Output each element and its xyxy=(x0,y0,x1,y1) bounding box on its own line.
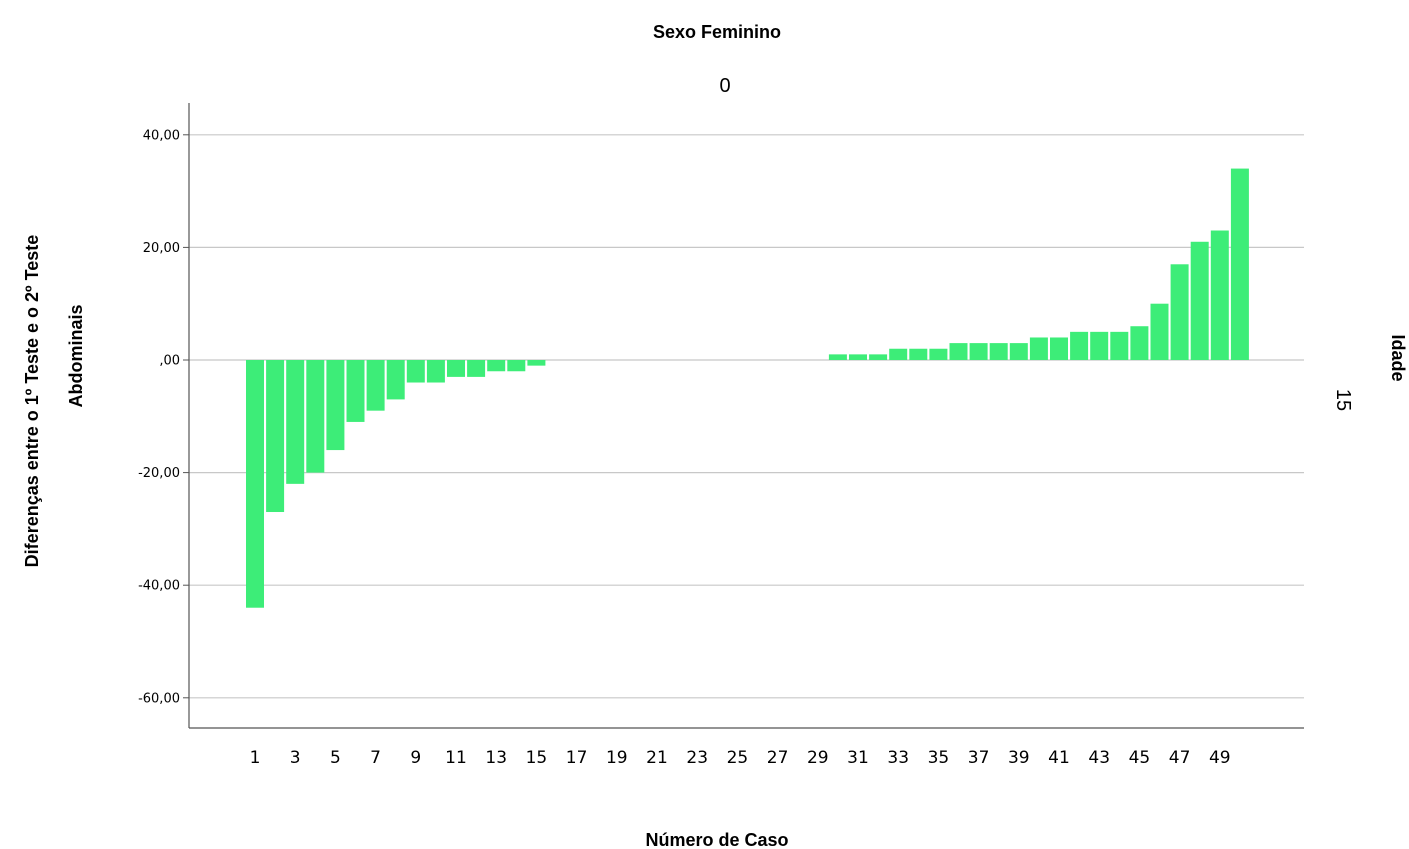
x-tick-label: 9 xyxy=(410,748,421,768)
x-tick-label: 43 xyxy=(1088,748,1110,768)
y-axis-label-line-2: Abdominais xyxy=(66,304,86,407)
x-tick-label: 25 xyxy=(727,748,749,768)
bar xyxy=(386,360,405,400)
x-tick-label: 45 xyxy=(1129,748,1151,768)
bar xyxy=(1150,303,1169,360)
bar xyxy=(1050,337,1068,360)
bar xyxy=(929,348,948,360)
y-tick-label: -20,00 xyxy=(138,466,180,481)
y-tick-label: ,00 xyxy=(159,354,180,369)
panel-right-value: 15 xyxy=(1332,389,1354,411)
y-axis: 40,00 20,00 ,00 -20,00 -40,00 -60,00 xyxy=(138,103,190,728)
bar xyxy=(1090,331,1109,360)
bar xyxy=(1029,337,1048,360)
bar xyxy=(1009,343,1028,360)
x-tick-label: 13 xyxy=(485,748,507,768)
bar xyxy=(467,360,486,377)
bar xyxy=(889,348,908,360)
x-tick-label: 35 xyxy=(928,748,950,768)
x-tick-label: 49 xyxy=(1209,748,1231,768)
bar xyxy=(1230,168,1249,360)
x-tick-label: 31 xyxy=(847,748,869,768)
bar xyxy=(487,360,506,372)
bar xyxy=(949,343,968,360)
y-tick-label: 40,00 xyxy=(143,128,180,143)
x-tick-label: 5 xyxy=(330,748,341,768)
x-tick-label: 7 xyxy=(370,748,381,768)
panel-top-label: 0 xyxy=(719,75,730,97)
bar xyxy=(406,360,425,383)
x-axis: 1 3 5 7 9 11 13 15 17 19 21 23 25 27 29 31 33 35 37 39 41 43 4… xyxy=(189,727,1304,768)
bar xyxy=(909,348,928,360)
bars xyxy=(246,168,1249,608)
bar xyxy=(426,360,445,383)
bar xyxy=(326,360,345,451)
bar xyxy=(246,360,264,608)
bar xyxy=(527,360,546,366)
y-tick-label: 20,00 xyxy=(143,241,180,256)
y-tick-label: -40,00 xyxy=(138,579,180,594)
bar xyxy=(969,343,988,360)
x-tick-label: 17 xyxy=(566,748,588,768)
bar xyxy=(849,354,867,360)
chart-title: Sexo Feminino xyxy=(653,22,781,42)
bar xyxy=(266,360,285,513)
bar xyxy=(989,343,1008,360)
bar xyxy=(869,354,888,360)
panel-right-title: Idade xyxy=(1388,334,1408,381)
x-tick-label: 47 xyxy=(1169,748,1191,768)
bar xyxy=(1110,331,1129,360)
x-tick-label: 3 xyxy=(290,748,301,768)
x-tick-label: 19 xyxy=(606,748,628,768)
x-tick-label: 29 xyxy=(807,748,829,768)
x-tick-label: 23 xyxy=(686,748,708,768)
bar xyxy=(507,360,526,372)
x-tick-label: 41 xyxy=(1048,748,1070,768)
bar xyxy=(1210,230,1229,360)
x-tick-label: 27 xyxy=(767,748,789,768)
bar xyxy=(306,360,325,473)
y-axis-label-line-1: Diferenças entre o 1º Teste e o 2º Teste xyxy=(22,235,42,568)
bar xyxy=(286,360,305,484)
x-tick-label: 21 xyxy=(646,748,668,768)
x-tick-label: 37 xyxy=(968,748,990,768)
bar xyxy=(447,360,465,377)
x-tick-label: 39 xyxy=(1008,748,1030,768)
bar xyxy=(1170,264,1189,360)
bar xyxy=(1190,241,1209,360)
y-tick-label: -60,00 xyxy=(138,691,180,706)
bar xyxy=(366,360,385,411)
x-tick-label: 15 xyxy=(526,748,548,768)
bar xyxy=(1130,326,1149,360)
x-tick-label: 11 xyxy=(445,748,467,768)
x-tick-label: 1 xyxy=(250,748,261,768)
bar xyxy=(346,360,365,422)
bar xyxy=(1070,331,1089,360)
x-tick-label: 33 xyxy=(887,748,909,768)
bar xyxy=(828,354,847,360)
x-axis-label: Número de Caso xyxy=(645,830,788,849)
